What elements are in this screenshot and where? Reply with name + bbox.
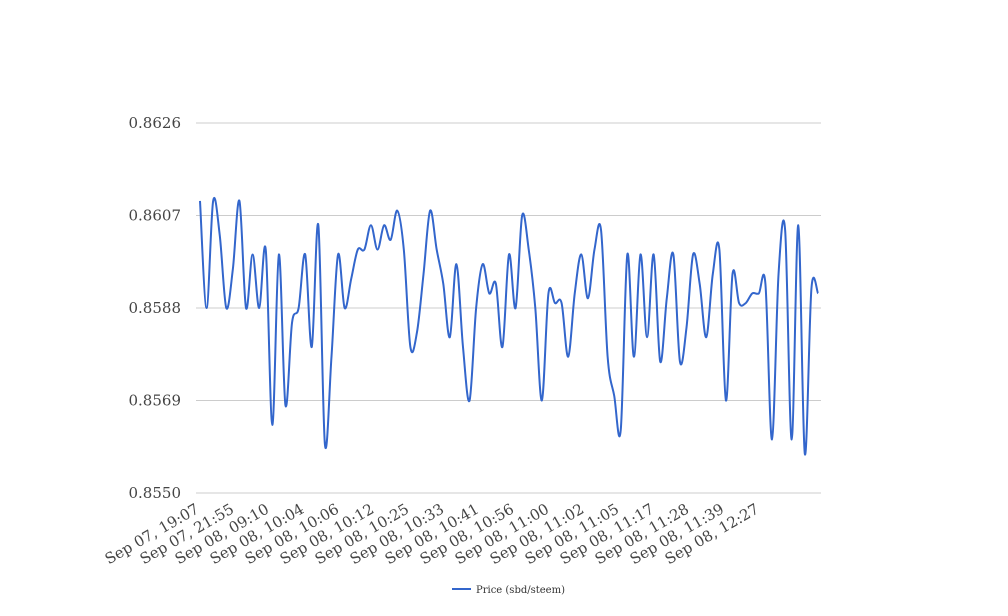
y-tick-label: 0.8550: [129, 484, 182, 502]
series-layer: [199, 197, 819, 456]
y-tick-label: 0.8607: [129, 207, 182, 225]
legend[interactable]: Price (sbd/steem): [452, 585, 565, 596]
y-axis-ticks: 0.8550 0.8569 0.8588 0.8607 0.8626: [129, 114, 182, 502]
gridlines: [196, 122, 821, 494]
series-line-price[interactable]: [199, 197, 819, 456]
y-tick-label: 0.8588: [129, 299, 182, 317]
y-tick-label: 0.8626: [129, 114, 182, 132]
y-tick-label: 0.8569: [129, 392, 182, 410]
legend-label-price: Price (sbd/steem): [476, 585, 565, 596]
